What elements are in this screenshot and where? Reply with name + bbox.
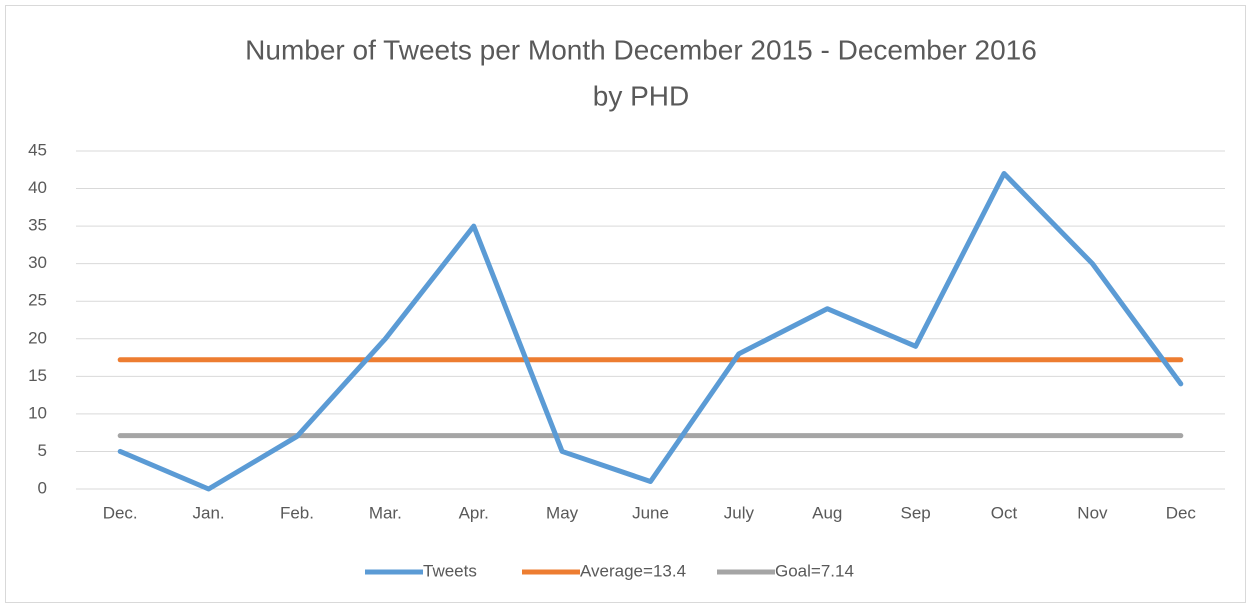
x-tick-label: Apr. bbox=[459, 503, 489, 522]
y-tick-label: 30 bbox=[28, 253, 47, 272]
legend-label: Tweets bbox=[423, 561, 477, 580]
y-tick-label: 10 bbox=[28, 403, 47, 422]
y-tick-label: 25 bbox=[28, 291, 47, 310]
chart-title: Number of Tweets per Month December 2015… bbox=[245, 34, 1037, 65]
legend-label: Goal=7.14 bbox=[775, 561, 854, 580]
y-tick-label: 15 bbox=[28, 366, 47, 385]
y-tick-label: 20 bbox=[28, 328, 47, 347]
legend-label: Average=13.4 bbox=[580, 561, 686, 580]
series-line bbox=[117, 171, 1184, 492]
x-tick-label: Dec bbox=[1166, 503, 1197, 522]
x-tick-label: Feb. bbox=[280, 503, 314, 522]
x-tick-label: Dec. bbox=[103, 503, 138, 522]
x-tick-label: Nov bbox=[1077, 503, 1108, 522]
x-tick-label: Sep bbox=[901, 503, 931, 522]
x-tick-label: July bbox=[724, 503, 755, 522]
y-tick-label: 5 bbox=[38, 441, 47, 460]
x-tick-label: June bbox=[632, 503, 669, 522]
x-tick-label: Aug bbox=[812, 503, 842, 522]
y-tick-label: 35 bbox=[28, 216, 47, 235]
x-tick-label: Jan. bbox=[193, 503, 225, 522]
chart-border bbox=[5, 5, 1246, 603]
y-tick-label: 40 bbox=[28, 178, 47, 197]
x-tick-label: May bbox=[546, 503, 579, 522]
x-tick-label: Mar. bbox=[369, 503, 402, 522]
y-tick-label: 45 bbox=[28, 140, 47, 159]
chart-title: by PHD bbox=[593, 80, 689, 111]
y-tick-label: 0 bbox=[38, 478, 47, 497]
x-tick-label: Oct bbox=[991, 503, 1018, 522]
